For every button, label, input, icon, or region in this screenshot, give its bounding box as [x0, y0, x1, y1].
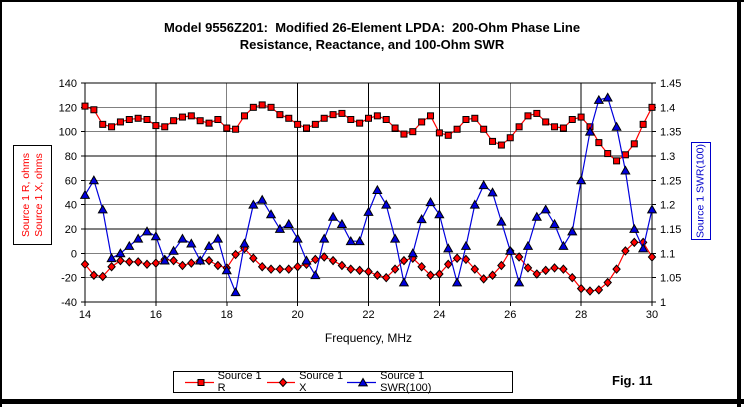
- svg-text:60: 60: [65, 175, 77, 187]
- axis-tick-labels: 140120100806040200-20-401.451.41.351.31.…: [59, 78, 682, 321]
- svg-text:24: 24: [433, 309, 445, 321]
- svg-text:1.3: 1.3: [660, 151, 675, 163]
- legend-label-source-1-r: Source 1 R: [217, 370, 262, 394]
- svg-text:0: 0: [71, 248, 77, 260]
- svg-text:-40: -40: [61, 297, 77, 309]
- x-axis-title: Frequency, MHz: [324, 331, 413, 345]
- svg-text:1.25: 1.25: [660, 175, 681, 187]
- svg-text:1.35: 1.35: [660, 127, 681, 139]
- svg-text:18: 18: [221, 309, 233, 321]
- left-axis-label-r: Source 1 R, ohms: [19, 152, 32, 238]
- svg-text:80: 80: [65, 151, 77, 163]
- right-axis-label: Source 1 SWR(100): [694, 144, 707, 238]
- svg-text:14: 14: [79, 309, 91, 321]
- svg-text:1.45: 1.45: [660, 78, 681, 90]
- svg-text:16: 16: [150, 309, 162, 321]
- figure-border-top: [0, 0, 744, 2]
- left-axis-label-x: Source 1 X, ohms: [32, 153, 45, 237]
- svg-text:1: 1: [660, 297, 666, 309]
- svg-text:-20: -20: [61, 273, 77, 285]
- legend-swatch-source-1-swr-icon: [347, 377, 377, 386]
- series-source-1-r: [81, 101, 656, 165]
- figure-border-bottom: [0, 399, 744, 404]
- right-axis-label-box: Source 1 SWR(100): [691, 142, 711, 240]
- legend-swatch-source-1-r-icon: [185, 378, 214, 386]
- svg-text:20: 20: [292, 309, 304, 321]
- svg-text:1.1: 1.1: [660, 248, 675, 260]
- left-axis-label-box: Source 1 R, ohms Source 1 X, ohms: [13, 145, 52, 245]
- svg-text:30: 30: [646, 309, 658, 321]
- series-source-1-swr-100-: [79, 92, 658, 297]
- legend-label-source-1-swr: Source 1 SWR(100): [380, 370, 432, 394]
- chart-title-line-2: Resistance, Reactance, and 100-Ohm SWR: [239, 37, 505, 52]
- legend-item-source-1-r: Source 1 R: [184, 370, 266, 394]
- legend-item-source-1-swr: Source 1 SWR(100): [346, 370, 466, 394]
- legend-swatch-source-1-x-icon: [266, 377, 296, 387]
- svg-text:20: 20: [65, 224, 77, 236]
- svg-text:1.2: 1.2: [660, 200, 675, 212]
- legend-item-source-1-x: Source 1 X: [266, 370, 347, 394]
- svg-text:1.4: 1.4: [660, 102, 675, 114]
- svg-text:100: 100: [59, 127, 77, 139]
- figure-border-right: [737, 0, 741, 407]
- svg-text:120: 120: [59, 102, 77, 114]
- svg-text:1.15: 1.15: [660, 224, 681, 236]
- svg-text:28: 28: [575, 309, 587, 321]
- svg-text:40: 40: [65, 200, 77, 212]
- svg-text:22: 22: [362, 309, 374, 321]
- svg-text:26: 26: [504, 309, 516, 321]
- legend-label-source-1-x: Source 1 X: [299, 370, 344, 394]
- figure-number: Fig. 11: [612, 373, 653, 388]
- figure-border-left: [0, 0, 2, 407]
- chart-title: Model 9556Z201: Modified 26-Element LPDA…: [0, 19, 744, 53]
- legend: Source 1 R Source 1 X Source 1 SWR(100): [173, 370, 513, 394]
- svg-text:140: 140: [59, 78, 77, 90]
- chart-title-line-1: Model 9556Z201: Modified 26-Element LPDA…: [163, 20, 581, 35]
- svg-text:1.05: 1.05: [660, 273, 681, 285]
